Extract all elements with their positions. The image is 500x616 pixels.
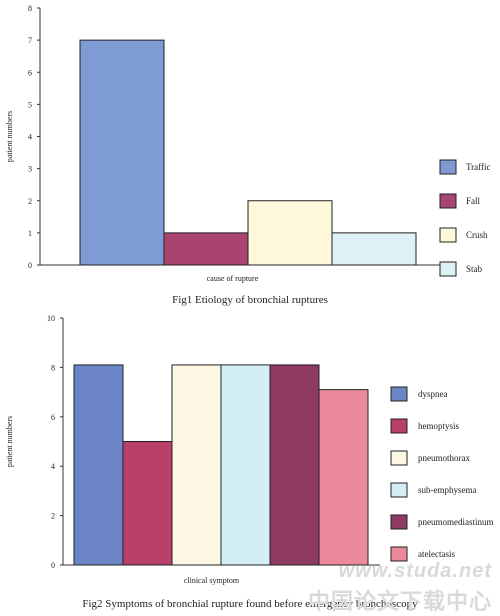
watermark-site-name: 中国论文下载中心 <box>307 589 492 614</box>
y-tick-label: 1 <box>28 229 32 238</box>
y-tick-label: 4 <box>28 133 32 142</box>
figure-caption: Fig2 Symptoms of bronchial rupture found… <box>82 598 418 610</box>
bar-atelectasis <box>318 389 369 566</box>
legend-label-pneumothorax: pneumothorax <box>418 453 470 463</box>
legend-label-fall: Fall <box>466 196 481 206</box>
legend-label-pneumomediastinum: pneumomediastinum <box>418 517 494 527</box>
bar-crush <box>247 200 333 266</box>
y-tick-label: 8 <box>28 4 32 13</box>
y-tick-label: 2 <box>51 512 55 521</box>
y-tick-label: 4 <box>51 462 55 471</box>
bar-stab <box>331 232 417 266</box>
legend-swatch-stab <box>439 261 457 277</box>
watermark-url: www.studa.net <box>338 560 492 582</box>
legend-swatch-hemoptysis <box>390 418 408 434</box>
legend-label-hemoptysis: hemoptysis <box>418 421 459 431</box>
y-axis-label: patient numbers <box>5 416 14 467</box>
y-tick-label: 7 <box>28 36 32 45</box>
bar-pneumothorax <box>171 364 222 566</box>
bar-traffic <box>79 39 165 266</box>
y-tick-label: 3 <box>28 165 32 174</box>
legend-swatch-crush <box>439 227 457 243</box>
bar-hemoptysis <box>122 441 173 566</box>
legend-swatch-fall <box>439 193 457 209</box>
bar-dyspnea <box>73 364 124 566</box>
x-axis-label: cause of rupture <box>207 274 259 283</box>
bar-fall <box>163 232 249 266</box>
legend-swatch-atelectasis <box>390 546 408 562</box>
bar-sub-emphysema <box>220 364 271 566</box>
legend-swatch-dyspnea <box>390 386 408 402</box>
y-tick-label: 6 <box>28 68 32 77</box>
y-tick-label: 8 <box>51 363 55 372</box>
legend-label-crush: Crush <box>466 230 488 240</box>
figure-caption: Fig1 Etiology of bronchial ruptures <box>172 294 328 306</box>
legend-label-sub-emphysema: sub-emphysema <box>418 485 477 495</box>
legend-swatch-pneumothorax <box>390 450 408 466</box>
legend-label-atelectasis: atelectasis <box>418 549 455 559</box>
legend-swatch-pneumomediastinum <box>390 514 408 530</box>
legend-label-dyspnea: dyspnea <box>418 389 448 399</box>
y-tick-label: 0 <box>28 261 32 270</box>
y-tick-label: 6 <box>51 413 55 422</box>
legend-label-traffic: Traffic <box>466 162 491 172</box>
y-tick-label: 5 <box>28 100 32 109</box>
y-tick-label: 0 <box>51 561 55 570</box>
legend-swatch-traffic <box>439 159 457 175</box>
y-tick-label: 2 <box>28 197 32 206</box>
x-axis-label: clinical symptom <box>184 576 240 585</box>
y-axis-label: patient numbers <box>5 111 14 162</box>
y-tick-label: 10 <box>47 314 55 323</box>
legend-label-stab: Stab <box>466 264 483 274</box>
bar-pneumomediastinum <box>269 364 320 566</box>
legend-swatch-sub-emphysema <box>390 482 408 498</box>
